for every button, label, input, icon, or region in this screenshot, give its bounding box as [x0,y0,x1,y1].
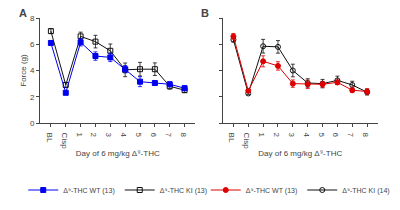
svg-text:8: 8 [179,133,188,138]
svg-text:3: 3 [287,133,296,138]
svg-text:Cisp: Cisp [60,133,69,150]
svg-text:2: 2 [272,133,281,138]
svg-text:6: 6 [30,40,35,49]
svg-text:Cisp: Cisp [242,133,251,150]
svg-text:7: 7 [346,133,355,138]
svg-text:6: 6 [149,133,158,138]
svg-text:Δ⁹-THC WT (13): Δ⁹-THC WT (13) [246,187,298,195]
svg-text:5: 5 [317,133,326,138]
svg-text:1: 1 [75,133,84,138]
svg-text:Force (g): Force (g) [19,54,28,87]
svg-text:Day of 6 mg/kg Δ⁹-THC: Day of 6 mg/kg Δ⁹-THC [258,149,342,158]
svg-text:4: 4 [302,133,311,138]
svg-text:BL: BL [45,133,54,143]
svg-text:2: 2 [30,93,35,102]
svg-text:A: A [19,7,27,19]
svg-text:0: 0 [30,119,35,128]
svg-text:1: 1 [257,133,266,138]
svg-text:Δ⁹-THC KI (13): Δ⁹-THC KI (13) [160,187,207,195]
svg-text:4: 4 [30,66,35,75]
svg-text:2: 2 [89,133,98,138]
svg-text:5: 5 [134,133,143,138]
svg-text:6: 6 [331,133,340,138]
svg-text:BL: BL [227,133,236,143]
svg-text:B: B [201,7,209,19]
svg-text:8: 8 [361,133,370,138]
svg-text:4: 4 [119,133,128,138]
svg-text:Δ⁹-THC WT (13): Δ⁹-THC WT (13) [63,187,115,195]
svg-text:Day of 6 mg/kg Δ⁹-THC: Day of 6 mg/kg Δ⁹-THC [76,149,160,158]
svg-text:8: 8 [30,14,35,23]
svg-text:7: 7 [164,133,173,138]
svg-text:Δ⁹-THC KI (14): Δ⁹-THC KI (14) [342,187,389,195]
svg-text:3: 3 [104,133,113,138]
